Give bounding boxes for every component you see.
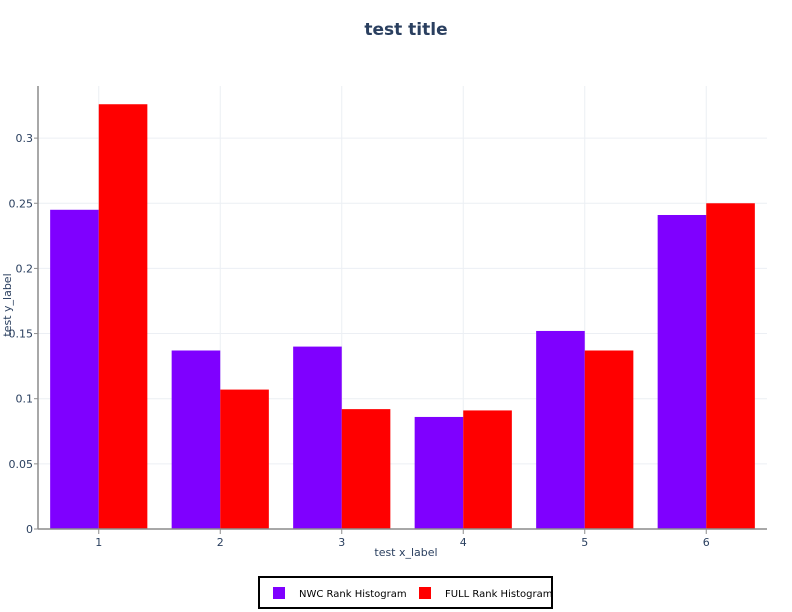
legend-label-nwc: NWC Rank Histogram <box>299 589 407 600</box>
y-axis-label: test y_label <box>1 273 14 336</box>
x-tick-label: 3 <box>338 536 345 549</box>
bar-nwc-6[interactable] <box>657 214 707 529</box>
bar-nwc-3[interactable] <box>293 346 342 529</box>
tick-labels: 0 0.05 0.1 0.15 0.2 0.25 0.3 1 2 3 4 5 6 <box>9 132 710 549</box>
x-tick-label: 1 <box>95 536 102 549</box>
bar-full-3[interactable] <box>341 409 391 529</box>
legend-item-full[interactable]: FULL Rank Histogram <box>419 587 552 600</box>
bar-full-4[interactable] <box>463 410 512 529</box>
bar-nwc-5[interactable] <box>536 330 585 529</box>
chart-title: test title <box>364 20 447 40</box>
y-tick-label: 0.2 <box>16 262 34 275</box>
bar-full-5[interactable] <box>584 350 634 529</box>
bar-full-6[interactable] <box>706 203 755 529</box>
y-tick-label: 0.05 <box>9 458 34 471</box>
bar-full-1[interactable] <box>98 104 148 529</box>
x-axis-label: test x_label <box>374 546 437 559</box>
legend-box <box>258 576 553 609</box>
axes <box>34 86 767 534</box>
legend-swatch-full <box>419 587 431 599</box>
x-tick-label: 2 <box>217 536 224 549</box>
y-tick-label: 0 <box>26 523 33 536</box>
legend[interactable]: NWC Rank Histogram FULL Rank Histogram <box>258 576 553 609</box>
legend-label-full: FULL Rank Histogram <box>445 589 552 600</box>
y-tick-label: 0.25 <box>9 197 34 210</box>
bar-nwc-4[interactable] <box>414 416 464 529</box>
y-tick-label: 0.15 <box>9 328 34 341</box>
y-tick-label: 0.1 <box>16 393 34 406</box>
legend-swatch-nwc <box>273 587 285 599</box>
x-tick-label: 4 <box>460 536 467 549</box>
y-tick-label: 0.3 <box>16 132 34 145</box>
bars <box>50 104 755 529</box>
x-tick-label: 5 <box>581 536 588 549</box>
bar-nwc-1[interactable] <box>50 209 99 529</box>
bar-full-2[interactable] <box>220 389 269 529</box>
legend-item-nwc[interactable]: NWC Rank Histogram <box>273 587 407 600</box>
bar-nwc-2[interactable] <box>171 350 221 529</box>
x-tick-label: 6 <box>703 536 710 549</box>
